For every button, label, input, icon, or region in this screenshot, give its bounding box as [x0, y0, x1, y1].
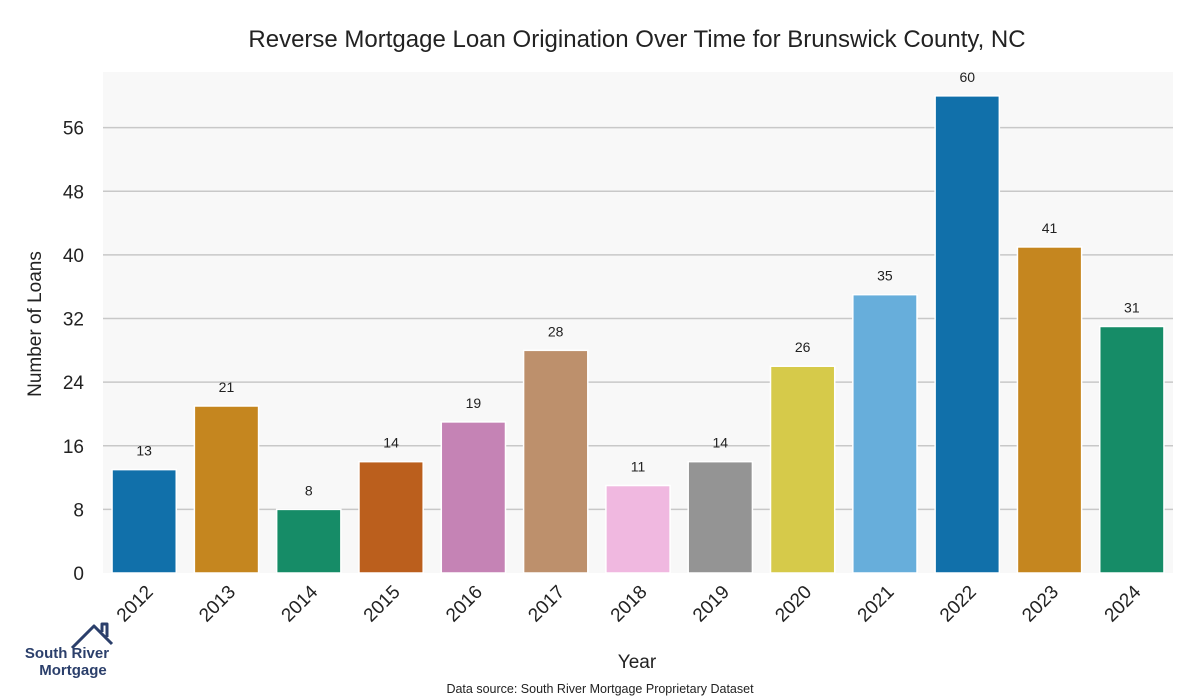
- y-tick-56: 56: [63, 119, 84, 140]
- x-tick-2023: 2023: [1018, 582, 1063, 627]
- x-tick-2013: 2013: [195, 582, 240, 627]
- bar-label-2017: 28: [548, 323, 564, 339]
- y-tick-0: 0: [73, 564, 84, 585]
- x-axis-label: Year: [618, 652, 657, 673]
- x-tick-2012: 2012: [113, 582, 158, 627]
- logo: South River Mortgage: [25, 622, 114, 679]
- bar-label-2020: 26: [795, 339, 811, 355]
- bar-2014: [275, 508, 342, 574]
- bar-2018: [605, 484, 671, 574]
- x-tick-2021: 2021: [854, 582, 899, 627]
- x-tick-2020: 2020: [771, 582, 816, 627]
- source-note: Data source: South River Mortgage Propri…: [446, 682, 754, 696]
- bar-2016: [440, 421, 507, 574]
- y-axis-label: Number of Loans: [25, 251, 46, 397]
- y-tick-48: 48: [63, 182, 84, 203]
- bar-2023: [1016, 246, 1083, 574]
- x-tick-2018: 2018: [607, 582, 652, 627]
- bar-2020: [769, 365, 836, 574]
- x-tick-2022: 2022: [936, 582, 981, 627]
- x-tick-2016: 2016: [442, 582, 487, 627]
- bar-label-2021: 35: [877, 268, 893, 284]
- bar-label-2013: 21: [219, 379, 235, 395]
- bar-label-2022: 60: [959, 69, 975, 85]
- x-tick-2024: 2024: [1101, 581, 1146, 626]
- bar-2024: [1098, 325, 1165, 574]
- bar-2022: [934, 95, 1001, 574]
- bars: [111, 95, 1165, 574]
- bar-label-2014: 8: [305, 482, 313, 498]
- bar-2019: [687, 460, 754, 574]
- bar-label-2015: 14: [383, 435, 399, 451]
- bar-label-2019: 14: [713, 435, 729, 451]
- bar-2017: [522, 349, 589, 574]
- bar-2013: [193, 405, 260, 574]
- logo-line-1: South River: [25, 645, 109, 662]
- bar-label-2023: 41: [1042, 220, 1058, 236]
- x-tick-2014: 2014: [278, 581, 323, 626]
- house-roof-icon: [70, 622, 114, 650]
- logo-line-2: Mortgage: [39, 662, 107, 679]
- bar-2015: [358, 460, 424, 574]
- y-tick-8: 8: [73, 500, 84, 521]
- bar-2012: [111, 468, 178, 574]
- y-tick-labels: 0 8 16 24 32 40 48 56: [63, 119, 85, 585]
- bar-label-2024: 31: [1124, 299, 1140, 315]
- bar-value-labels: 13 21 8 14 19 28 11 14 26 35 60 41 31: [136, 69, 1139, 499]
- x-tick-labels: 2012 2013 2014 2015 2016 2017 2018 2019 2020 2021…: [113, 581, 1146, 626]
- y-tick-16: 16: [63, 437, 84, 458]
- bar-label-2012: 13: [136, 443, 152, 459]
- y-tick-24: 24: [63, 373, 85, 394]
- chart-title: Reverse Mortgage Loan Origination Over T…: [248, 26, 1025, 53]
- x-tick-2019: 2019: [689, 582, 734, 627]
- x-tick-2017: 2017: [524, 582, 569, 627]
- bar-2021: [852, 293, 918, 574]
- y-tick-40: 40: [63, 246, 84, 267]
- bar-label-2016: 19: [466, 395, 482, 411]
- bar-label-2018: 11: [631, 459, 646, 475]
- x-tick-2015: 2015: [360, 582, 405, 627]
- y-tick-32: 32: [63, 310, 84, 331]
